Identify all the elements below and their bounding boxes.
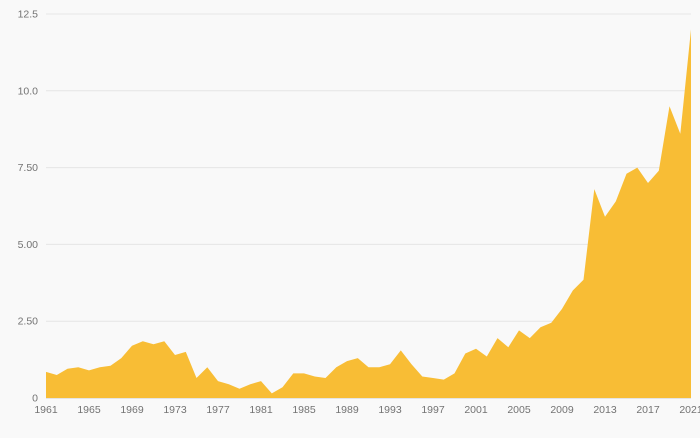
x-tick-label: 1973 xyxy=(163,404,187,416)
x-tick-label: 1997 xyxy=(421,404,445,416)
x-tick-label: 1993 xyxy=(378,404,402,416)
x-tick-label: 2001 xyxy=(464,404,488,416)
x-tick-label: 2009 xyxy=(550,404,574,416)
x-tick-label: 1981 xyxy=(249,404,273,416)
x-tick-label: 1965 xyxy=(77,404,101,416)
x-tick-label: 1969 xyxy=(120,404,144,416)
area-series xyxy=(46,29,691,399)
y-tick-label: 12.5 xyxy=(18,9,39,21)
y-tick-label: 5.00 xyxy=(18,239,39,251)
y-tick-label: 7.50 xyxy=(18,162,39,174)
x-tick-label: 1961 xyxy=(34,404,58,416)
x-tick-label: 1977 xyxy=(206,404,230,416)
x-tick-label: 1989 xyxy=(335,404,359,416)
x-tick-label: 2021 xyxy=(679,404,700,416)
y-tick-label: 10.0 xyxy=(18,85,39,97)
x-tick-label: 1985 xyxy=(292,404,316,416)
x-tick-label: 2017 xyxy=(636,404,660,416)
x-tick-label: 2005 xyxy=(507,404,531,416)
x-tick-label: 2013 xyxy=(593,404,617,416)
y-tick-label: 0 xyxy=(32,393,38,405)
y-tick-label: 2.50 xyxy=(18,316,39,328)
